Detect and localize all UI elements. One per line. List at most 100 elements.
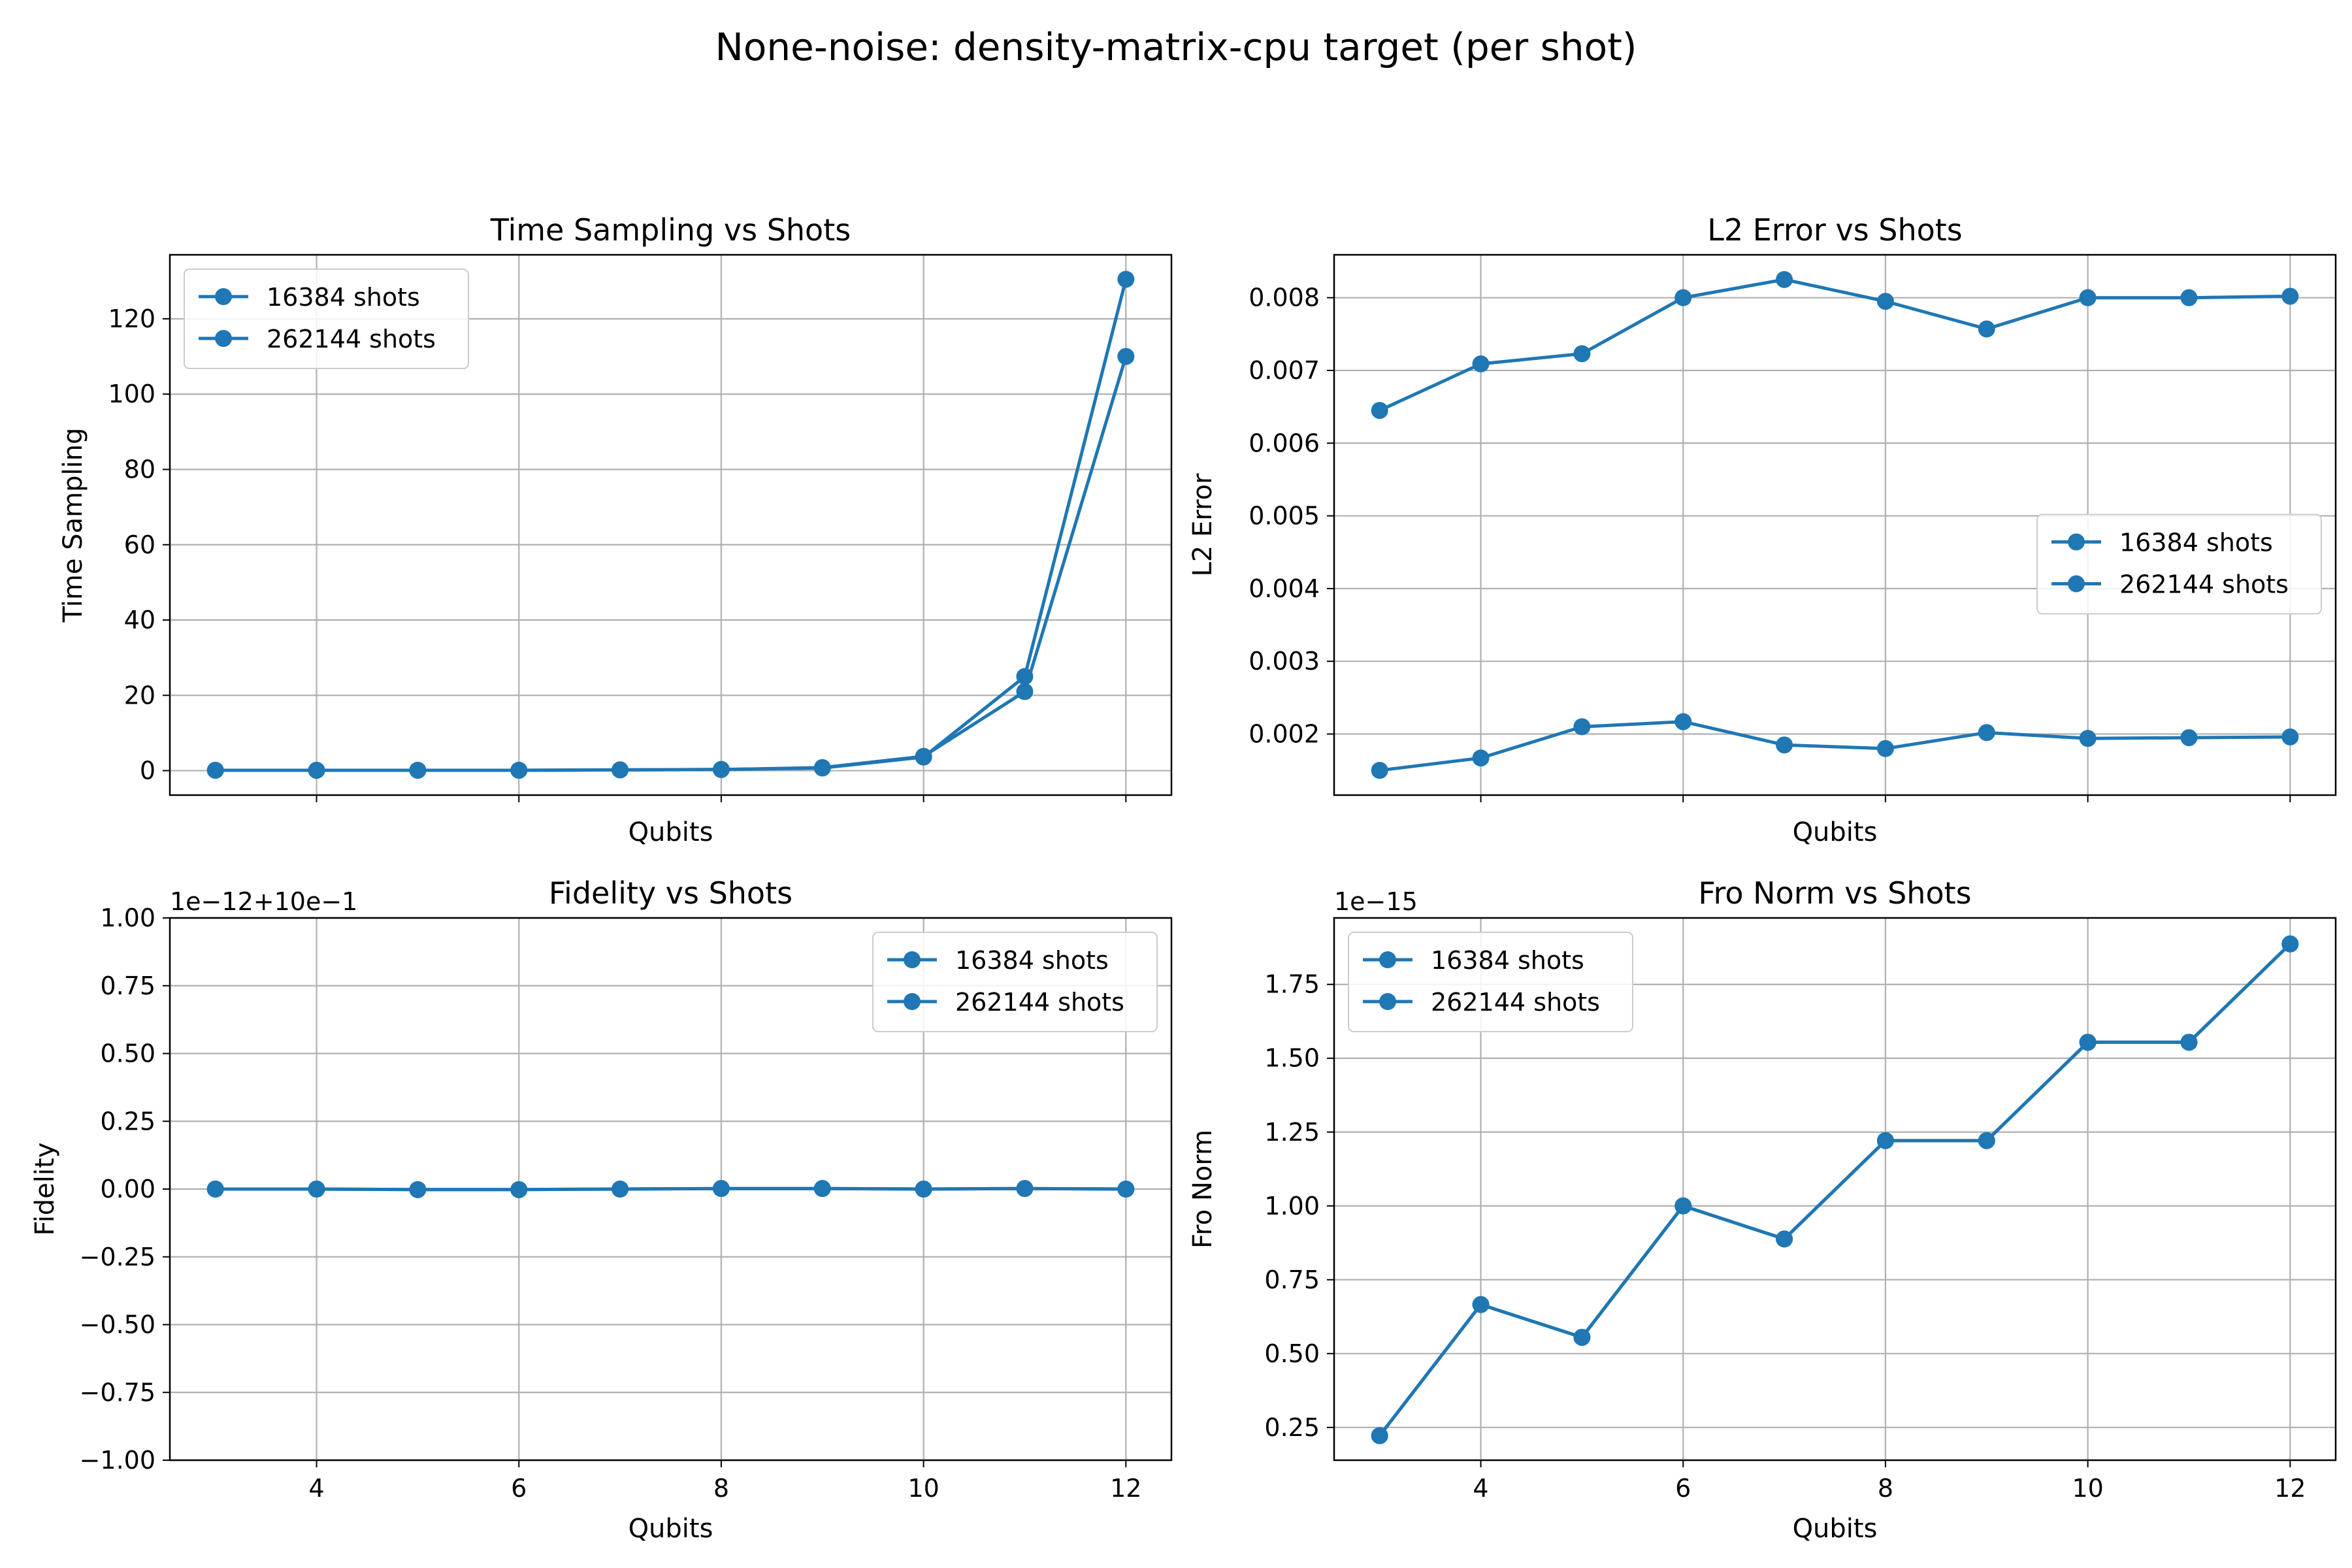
x-axis-label: Qubits [629,1514,713,1544]
series-line [1379,278,2291,412]
x-tick-label: 10 [907,1474,939,1503]
y-axis-label: Time Sampling [58,428,88,623]
y-tick-label: −0.25 [80,1243,155,1271]
legend-entry: 262144 shots [199,325,436,353]
y-tick-label: 20 [124,681,155,710]
x-tick-label: 12 [2274,1474,2306,1503]
data-point [712,1180,730,1198]
y-tick-label: 0 [140,757,155,785]
data-point [1371,1427,1388,1445]
legend-label: 16384 shots [2119,529,2273,557]
y-tick-label: 0.25 [100,1107,155,1135]
data-point [1876,740,1894,757]
data-point [409,1181,427,1198]
legend-label: 16384 shots [267,283,420,312]
legend: 16384 shots 262144 shots [1348,932,1633,1032]
legend-entry: 262144 shots [2051,570,2289,599]
axes-frame [169,253,1173,796]
data-point [915,1181,932,1198]
x-tick-label: 10 [2072,1474,2103,1503]
y-tick-label: 0.75 [100,972,155,1000]
data-point [1117,270,1135,288]
data-point [1978,724,1995,742]
legend-marker [904,993,921,1010]
data-point [813,1180,831,1198]
data-point [2281,935,2299,953]
axes-frame [169,917,1173,1462]
y-tick-label: 0.00 [100,1175,155,1203]
data-point [308,761,325,779]
y-tick-label: 0.007 [1249,356,1320,385]
legend-label: 262144 shots [2119,570,2289,599]
y-tick-label: 0.50 [100,1039,155,1068]
y-tick-label: 1.75 [1264,970,1320,999]
data-point [2180,289,2198,306]
series-line [215,355,1128,772]
y-tick-label: 0.25 [1264,1413,1320,1442]
data-point [1978,320,1995,338]
legend-marker [2068,533,2085,551]
data-point [1117,1181,1135,1198]
data-point [1674,713,1692,730]
series-2 [206,1180,1135,1198]
axis-offset-text: 1e−12+10e−1 [170,887,357,916]
y-axis-label: Fro Norm [1188,1130,1218,1249]
y-tick-label: 80 [124,455,155,483]
data-point [2079,289,2097,306]
legend-box [2036,514,2322,615]
legend-label: 16384 shots [1431,946,1584,975]
data-point [1117,348,1135,365]
data-point [1776,1230,1793,1248]
data-point [510,1181,528,1198]
x-tick-label: 12 [1110,1474,1141,1503]
subplot-title: Fidelity vs Shots [549,875,792,911]
series-2 [1371,713,2299,779]
series-line [1379,720,2291,772]
y-tick-label: 100 [108,380,155,408]
series-line [215,1186,1126,1192]
y-tick-label: 0.008 [1249,284,1320,312]
data-point [915,747,932,765]
series-2 [1371,935,2299,1445]
series-1 [1371,270,2299,419]
data-point [2281,728,2299,745]
legend-entry: 262144 shots [887,988,1124,1017]
data-point [206,761,224,779]
legend-box [1348,932,1633,1032]
x-axis-label: Qubits [629,817,713,847]
data-point [1016,1180,1034,1198]
data-point [612,761,629,779]
x-tick-label: 8 [713,1474,729,1503]
legend-label: 262144 shots [1431,988,1600,1017]
data-point [1674,1197,1692,1215]
legend-marker [904,951,921,968]
y-tick-label: 1.00 [100,904,155,932]
data-point [1472,749,1490,767]
data-point [2180,1034,2198,1051]
legend-entry: 16384 shots [2051,529,2273,557]
legend-entry: 16384 shots [1363,946,1584,975]
axes-frame [1333,253,2337,796]
data-point [2079,730,2097,747]
subplot-4: 4 6 8 10 12 0.25 0.50 0.75 1.00 1.25 1.50 1.75 Fro N… [1188,875,2337,1544]
y-tick-label: 60 [124,531,155,559]
data-point [712,760,730,778]
y-tick-label: 1.25 [1264,1118,1320,1147]
x-tick-label: 6 [511,1474,527,1503]
axis-offset-text: 1e−15 [1334,887,1418,916]
y-tick-label: 1.50 [1264,1044,1320,1073]
subplot-3: 4 6 8 10 12 −1.00 −0.75 −0.50 −0.25 0.00 0.25 0.50 0… [30,875,1173,1544]
legend: 16384 shots 262144 shots [872,932,1158,1032]
y-tick-label: 0.003 [1249,647,1320,676]
data-point [308,1181,325,1198]
figure-title: None-noise: density-matrix-cpu target (p… [715,25,1637,69]
data-point [206,1181,224,1198]
legend-marker [215,288,232,305]
data-point [1978,1132,1995,1149]
data-point [2180,729,2198,747]
legend-entry: 16384 shots [887,946,1109,975]
subplot-grid: 0 20 40 60 80 100 120 Time Sampling vs Shots Qub… [30,212,2337,1544]
subplot-title: Time Sampling vs Shots [490,212,851,248]
y-tick-label: 0.004 [1249,574,1320,603]
